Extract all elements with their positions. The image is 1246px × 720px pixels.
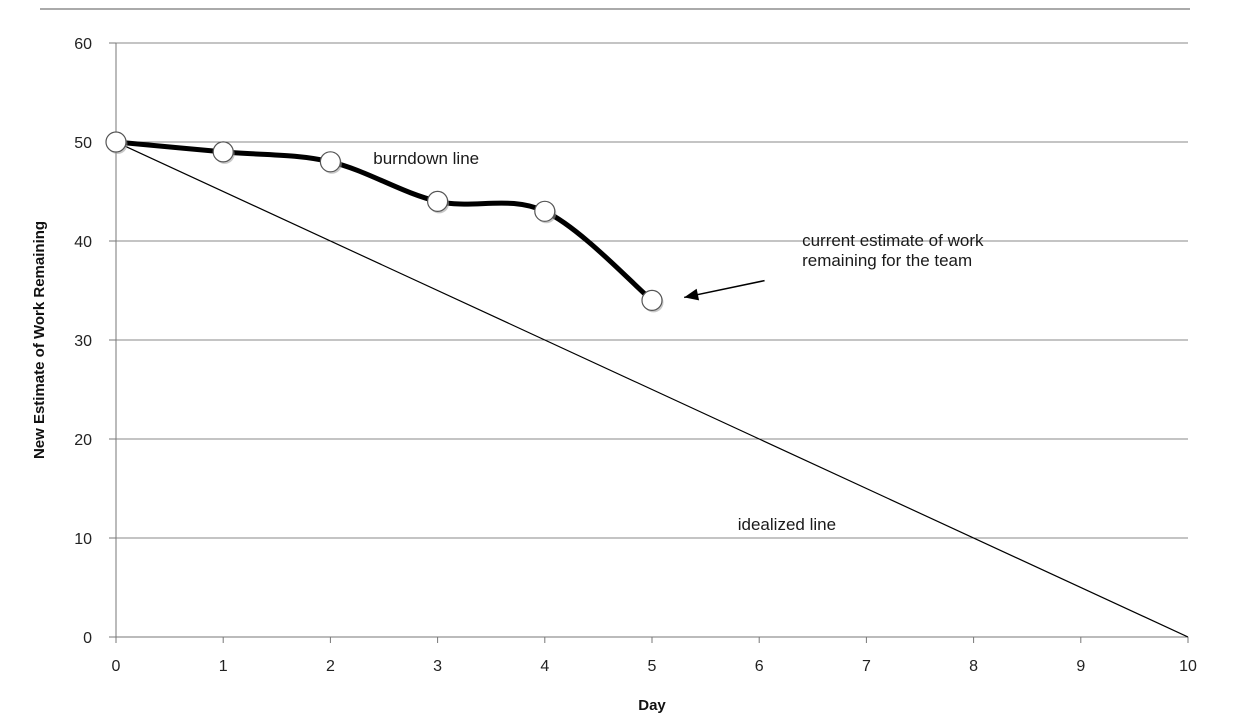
x-tick-label-3: 3 — [433, 658, 442, 675]
x-tick-label-4: 4 — [540, 658, 549, 675]
x-tick-label-1: 1 — [219, 658, 228, 675]
y-axis-title: New Estimate of Work Remaining — [31, 221, 48, 459]
x-tick-labels: 0 1 2 3 4 5 6 7 8 9 10 — [112, 658, 1197, 675]
y-tick-label-50: 50 — [74, 135, 92, 152]
annotation-3: idealized line — [738, 515, 836, 534]
annotation-0: burndown line — [373, 149, 479, 168]
y-tick-label-20: 20 — [74, 432, 92, 449]
burndown-marker-2 — [319, 151, 341, 173]
x-tick-label-0: 0 — [112, 658, 121, 675]
x-tick-label-5: 5 — [648, 658, 657, 675]
grid-lines — [116, 42, 1188, 539]
y-tick-label-0: 0 — [83, 630, 92, 647]
annotations: burndown line current estimate of workrem… — [373, 149, 984, 534]
x-tick-label-6: 6 — [755, 658, 764, 675]
burndown-marker-3 — [427, 190, 449, 212]
burndown-marker-5 — [641, 289, 663, 311]
x-axis-title: Day — [638, 697, 666, 714]
x-tick-label-10: 10 — [1179, 658, 1197, 675]
annotation-arrow-head — [684, 288, 700, 301]
x-tick-label-9: 9 — [1076, 658, 1085, 675]
y-tick-label-10: 10 — [74, 531, 92, 548]
burndown-marker-1 — [212, 141, 234, 163]
burndown-marker-0 — [105, 131, 127, 153]
annotation-2: remaining for the team — [802, 251, 972, 270]
y-tick-label-30: 30 — [74, 333, 92, 350]
y-tick-label-60: 60 — [74, 36, 92, 53]
idealized-line — [115, 141, 1189, 638]
y-tick-labels: 0 10 20 30 40 50 60 — [74, 36, 92, 647]
x-tick-label-7: 7 — [862, 658, 871, 675]
annotation-1: current estimate of work — [802, 231, 984, 250]
burndown-marker-4 — [534, 200, 556, 222]
y-tick-label-40: 40 — [74, 234, 92, 251]
x-tick-label-8: 8 — [969, 658, 978, 675]
axes — [109, 42, 1189, 643]
x-tick-label-2: 2 — [326, 658, 335, 675]
series-group — [105, 131, 1189, 638]
